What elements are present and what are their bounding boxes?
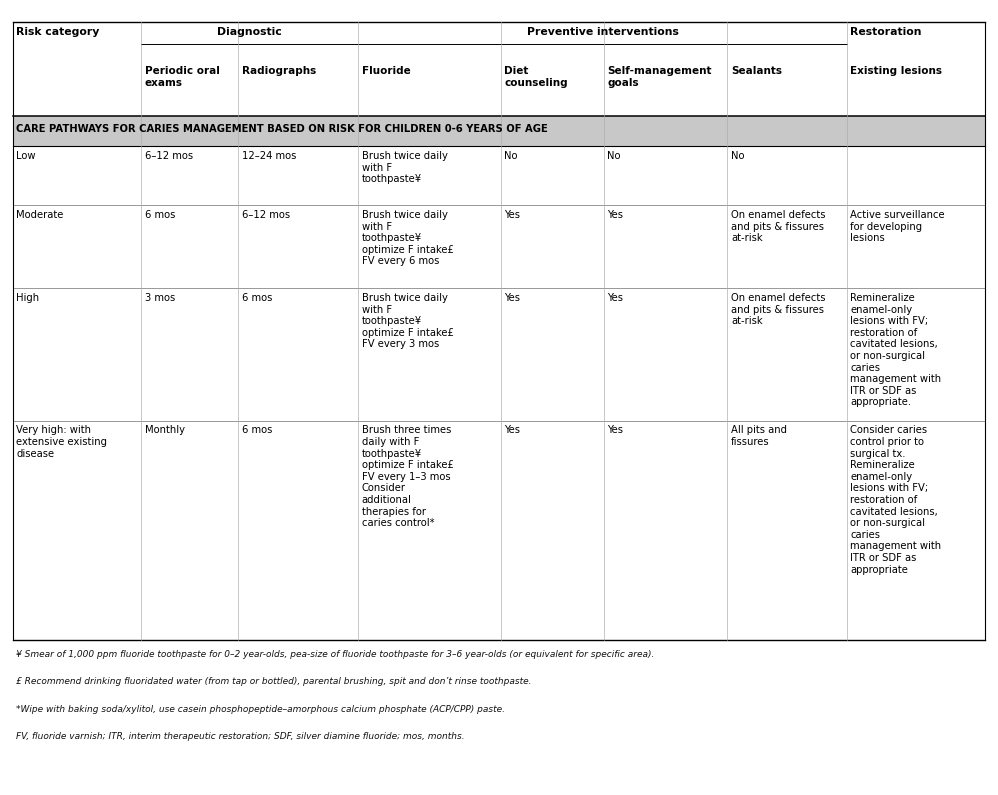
Text: Yes: Yes (504, 210, 520, 220)
Text: Yes: Yes (608, 293, 624, 303)
Text: Radiographs: Radiographs (242, 66, 316, 76)
Text: 6 mos: 6 mos (242, 425, 272, 436)
Text: *Wipe with baking soda/xylitol, use casein phosphopeptide–amorphous calcium phos: *Wipe with baking soda/xylitol, use case… (16, 704, 505, 714)
Text: CARE PATHWAYS FOR CARIES MANAGEMENT BASED ON RISK FOR CHILDREN 0-6 YEARS OF AGE: CARE PATHWAYS FOR CARIES MANAGEMENT BASE… (16, 124, 548, 134)
Text: Active surveillance
for developing
lesions: Active surveillance for developing lesio… (850, 210, 945, 243)
Text: Self-management
goals: Self-management goals (608, 66, 712, 88)
Text: Preventive interventions: Preventive interventions (527, 27, 679, 37)
Text: Yes: Yes (504, 293, 520, 303)
Text: Yes: Yes (608, 210, 624, 220)
Text: On enamel defects
and pits & fissures
at-risk: On enamel defects and pits & fissures at… (731, 210, 825, 243)
Text: 6–12 mos: 6–12 mos (242, 210, 290, 220)
Text: 12–24 mos: 12–24 mos (242, 151, 296, 161)
Text: No: No (608, 151, 621, 161)
Text: Consider caries
control prior to
surgical tx.
Remineralize
enamel-only
lesions w: Consider caries control prior to surgica… (850, 425, 941, 575)
Text: Diet
counseling: Diet counseling (504, 66, 568, 88)
Text: 6–12 mos: 6–12 mos (145, 151, 193, 161)
Text: Sealants: Sealants (731, 66, 781, 76)
Text: No: No (504, 151, 518, 161)
Text: Remineralize
enamel-only
lesions with FV;
restoration of
cavitated lesions,
or n: Remineralize enamel-only lesions with FV… (850, 293, 941, 408)
Text: On enamel defects
and pits & fissures
at-risk: On enamel defects and pits & fissures at… (731, 293, 825, 326)
Text: £ Recommend drinking fluoridated water (from tap or bottled), parental brushing,: £ Recommend drinking fluoridated water (… (16, 677, 532, 686)
Text: Periodic oral
exams: Periodic oral exams (145, 66, 220, 88)
Text: Monthly: Monthly (145, 425, 185, 436)
Text: High: High (16, 293, 40, 303)
Bar (13, 116, 985, 146)
Text: ¥ Smear of 1,000 ppm fluoride toothpaste for 0–2 year-olds, pea-size of fluoride: ¥ Smear of 1,000 ppm fluoride toothpaste… (16, 650, 655, 659)
Text: Brush three times
daily with F
toothpaste¥
optimize F intake£
FV every 1–3 mos
C: Brush three times daily with F toothpast… (361, 425, 453, 528)
Text: Brush twice daily
with F
toothpaste¥
optimize F intake£
FV every 6 mos: Brush twice daily with F toothpaste¥ opt… (361, 210, 453, 266)
Text: 3 mos: 3 mos (145, 293, 175, 303)
Text: Restoration: Restoration (850, 27, 922, 37)
Text: Diagnostic: Diagnostic (218, 27, 282, 37)
Text: No: No (731, 151, 745, 161)
Text: FV, fluoride varnish; ITR, interim therapeutic restoration; SDF, silver diamine : FV, fluoride varnish; ITR, interim thera… (16, 732, 465, 741)
Text: Brush twice daily
with F
toothpaste¥
optimize F intake£
FV every 3 mos: Brush twice daily with F toothpaste¥ opt… (361, 293, 453, 350)
Text: Low: Low (16, 151, 36, 161)
Text: 6 mos: 6 mos (145, 210, 176, 220)
Text: All pits and
fissures: All pits and fissures (731, 425, 787, 447)
Text: Risk category: Risk category (16, 27, 100, 37)
Text: Moderate: Moderate (16, 210, 64, 220)
Text: 6 mos: 6 mos (242, 293, 272, 303)
Text: Fluoride: Fluoride (361, 66, 410, 76)
Text: Very high: with
extensive existing
disease: Very high: with extensive existing disea… (16, 425, 108, 459)
Text: Yes: Yes (504, 425, 520, 436)
Text: Yes: Yes (608, 425, 624, 436)
Text: Existing lesions: Existing lesions (850, 66, 942, 76)
Text: Brush twice daily
with F
toothpaste¥: Brush twice daily with F toothpaste¥ (361, 151, 447, 184)
